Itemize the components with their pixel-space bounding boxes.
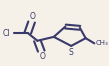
Text: O: O <box>39 52 45 61</box>
Text: O: O <box>30 12 36 21</box>
Text: CH₃: CH₃ <box>95 40 108 46</box>
Text: S: S <box>69 48 74 57</box>
Text: Cl: Cl <box>3 29 10 37</box>
